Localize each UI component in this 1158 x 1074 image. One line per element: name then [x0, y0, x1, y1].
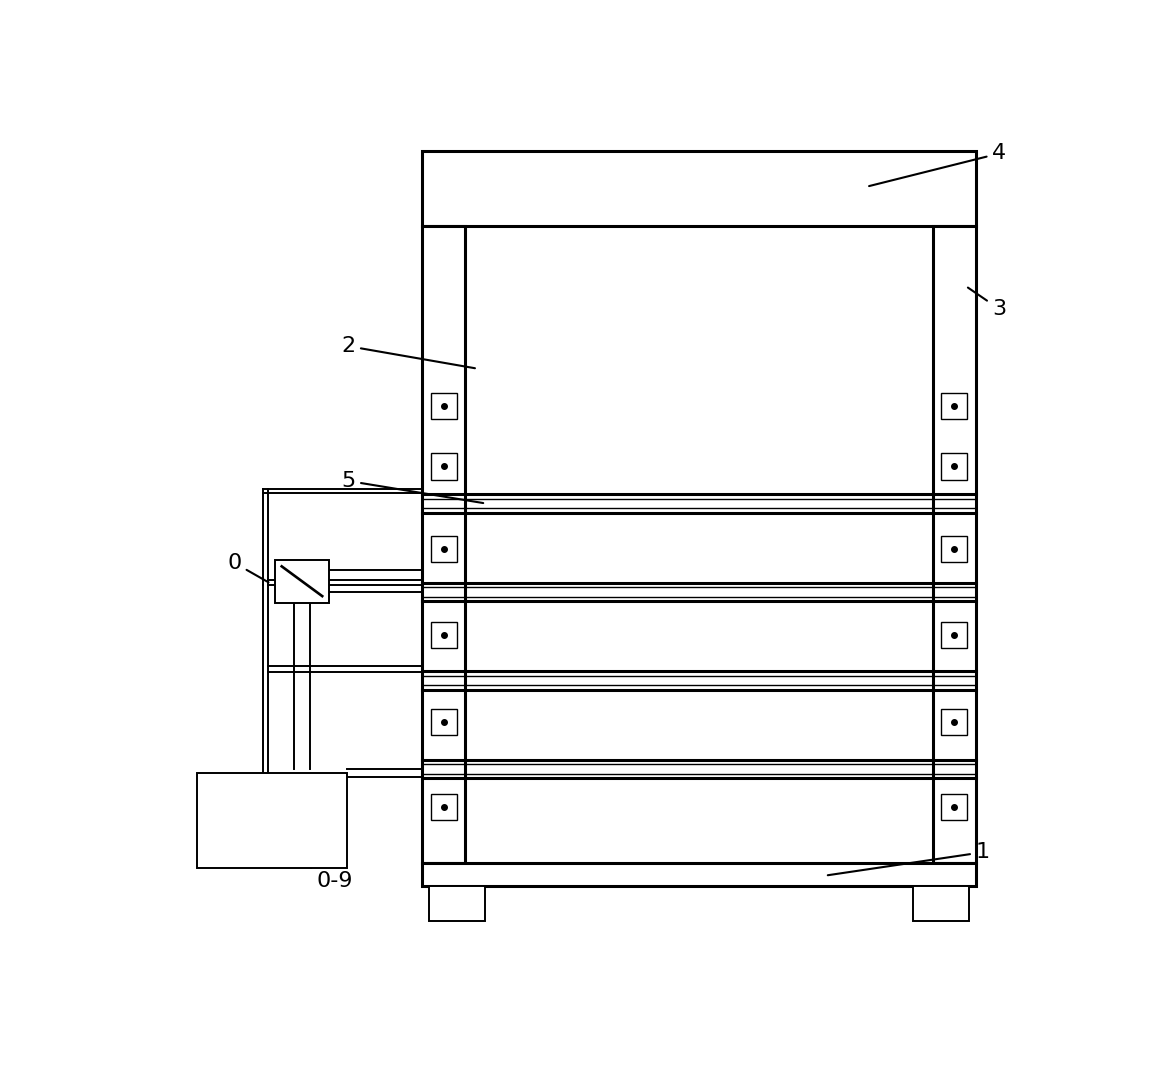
Bar [913, 886, 969, 921]
Bar [197, 773, 347, 868]
Bar [940, 536, 967, 562]
Bar [940, 622, 967, 649]
Bar [423, 226, 466, 863]
Bar [940, 453, 967, 479]
Bar [423, 151, 975, 226]
Bar [940, 794, 967, 821]
Text: 1: 1 [828, 842, 990, 875]
Bar [423, 863, 975, 886]
Bar [932, 226, 975, 863]
Bar [431, 794, 457, 821]
Bar [431, 536, 457, 562]
Bar [276, 560, 329, 603]
Bar [428, 886, 485, 921]
Bar [940, 393, 967, 419]
Bar [431, 453, 457, 479]
Bar [431, 709, 457, 735]
Text: 0-9: 0-9 [257, 838, 353, 891]
Bar [466, 226, 932, 863]
Bar [431, 622, 457, 649]
Bar [431, 393, 457, 419]
Text: 4: 4 [868, 144, 1006, 186]
Text: 2: 2 [342, 336, 475, 368]
Text: 0: 0 [227, 553, 269, 582]
Bar [940, 709, 967, 735]
Text: 5: 5 [342, 471, 483, 503]
Text: 3: 3 [968, 288, 1006, 319]
